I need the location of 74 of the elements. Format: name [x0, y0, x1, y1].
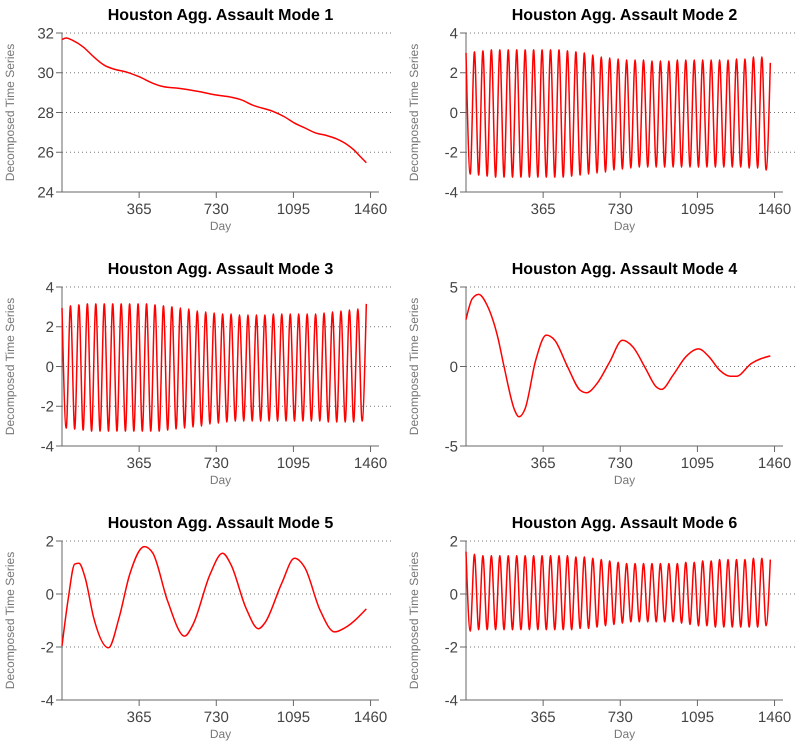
y-tick-label: -2 — [444, 144, 458, 162]
x-tick-label: 1460 — [758, 455, 792, 472]
y-tick-label: -2 — [40, 398, 54, 416]
x-tick-label: 365 — [530, 201, 556, 218]
x-tick-label: 730 — [608, 201, 633, 218]
x-tick-label: 730 — [204, 709, 229, 726]
y-tick-label: -4 — [444, 184, 458, 202]
line-series — [61, 546, 368, 649]
x-tick-label: 1095 — [680, 201, 714, 218]
y-tick-label: 0 — [46, 586, 54, 604]
y-axis-title: Decomposed Time Series — [407, 44, 421, 182]
y-axis-title: Decomposed Time Series — [407, 552, 421, 690]
y-tick-label: -4 — [40, 438, 54, 456]
x-tick-label: 365 — [530, 709, 556, 726]
x-tick-label: 365 — [126, 709, 152, 726]
x-axis-title: Day — [210, 219, 232, 233]
y-tick-label: 2 — [46, 319, 54, 336]
x-axis-title: Day — [210, 473, 232, 487]
x-axis-title: Day — [210, 727, 232, 741]
x-tick-label: 1460 — [354, 455, 388, 472]
chart-title: Houston Agg. Assault Mode 3 — [108, 261, 334, 278]
x-tick-label: 365 — [530, 455, 556, 472]
line-series — [61, 37, 368, 164]
x-tick-label: 1460 — [758, 201, 792, 218]
chart-title: Houston Agg. Assault Mode 1 — [108, 7, 334, 24]
y-tick-label: 32 — [37, 25, 54, 42]
chart-title: Houston Agg. Assault Mode 6 — [512, 515, 738, 532]
x-axis-title: Day — [614, 473, 636, 487]
chart-title: Houston Agg. Assault Mode 5 — [108, 515, 334, 532]
y-axis-title: Decomposed Time Series — [3, 298, 17, 436]
x-tick-label: 730 — [204, 201, 229, 218]
y-tick-label: 0 — [450, 104, 458, 122]
y-axis-title: Decomposed Time Series — [3, 552, 17, 690]
y-tick-label: 4 — [46, 279, 54, 296]
y-tick-label: 2 — [46, 533, 54, 550]
chart-title: Houston Agg. Assault Mode 2 — [512, 7, 738, 24]
y-tick-label: 2 — [450, 65, 458, 82]
y-axis-title: Decomposed Time Series — [3, 44, 17, 182]
y-tick-label: 0 — [450, 358, 458, 376]
y-tick-label: 30 — [37, 65, 54, 82]
y-tick-label: 4 — [450, 25, 458, 42]
x-tick-label: 1095 — [680, 455, 714, 472]
x-tick-label: 730 — [608, 455, 633, 472]
chart-title: Houston Agg. Assault Mode 4 — [512, 261, 738, 278]
x-tick-label: 1460 — [354, 201, 388, 218]
x-tick-label: 730 — [608, 709, 633, 726]
x-tick-label: 365 — [126, 201, 152, 218]
y-tick-label: -2 — [40, 639, 54, 656]
x-tick-label: 1095 — [680, 709, 714, 726]
y-tick-label: -5 — [444, 438, 458, 456]
y-tick-label: 5 — [450, 279, 458, 296]
y-tick-label: 28 — [37, 104, 54, 122]
y-tick-label: 26 — [37, 144, 54, 162]
x-axis-title: Day — [614, 219, 636, 233]
y-tick-label: -2 — [444, 639, 458, 656]
x-tick-label: 1460 — [758, 709, 792, 726]
line-series — [465, 49, 772, 178]
y-axis-title: Decomposed Time Series — [407, 298, 421, 436]
y-tick-label: 24 — [37, 184, 54, 202]
y-tick-label: 0 — [46, 358, 54, 376]
x-tick-label: 1460 — [354, 709, 388, 726]
y-tick-label: -4 — [444, 692, 458, 710]
x-tick-label: 365 — [126, 455, 152, 472]
x-tick-label: 1095 — [276, 709, 310, 726]
line-series — [61, 303, 368, 432]
y-tick-label: 2 — [450, 533, 458, 550]
x-tick-label: 1095 — [276, 455, 310, 472]
y-tick-label: 0 — [450, 586, 458, 604]
x-axis-title: Day — [614, 727, 636, 741]
x-tick-label: 1095 — [276, 201, 310, 218]
x-tick-label: 730 — [204, 455, 229, 472]
line-series — [465, 294, 772, 418]
line-series — [465, 550, 772, 632]
y-tick-label: -4 — [40, 692, 54, 710]
